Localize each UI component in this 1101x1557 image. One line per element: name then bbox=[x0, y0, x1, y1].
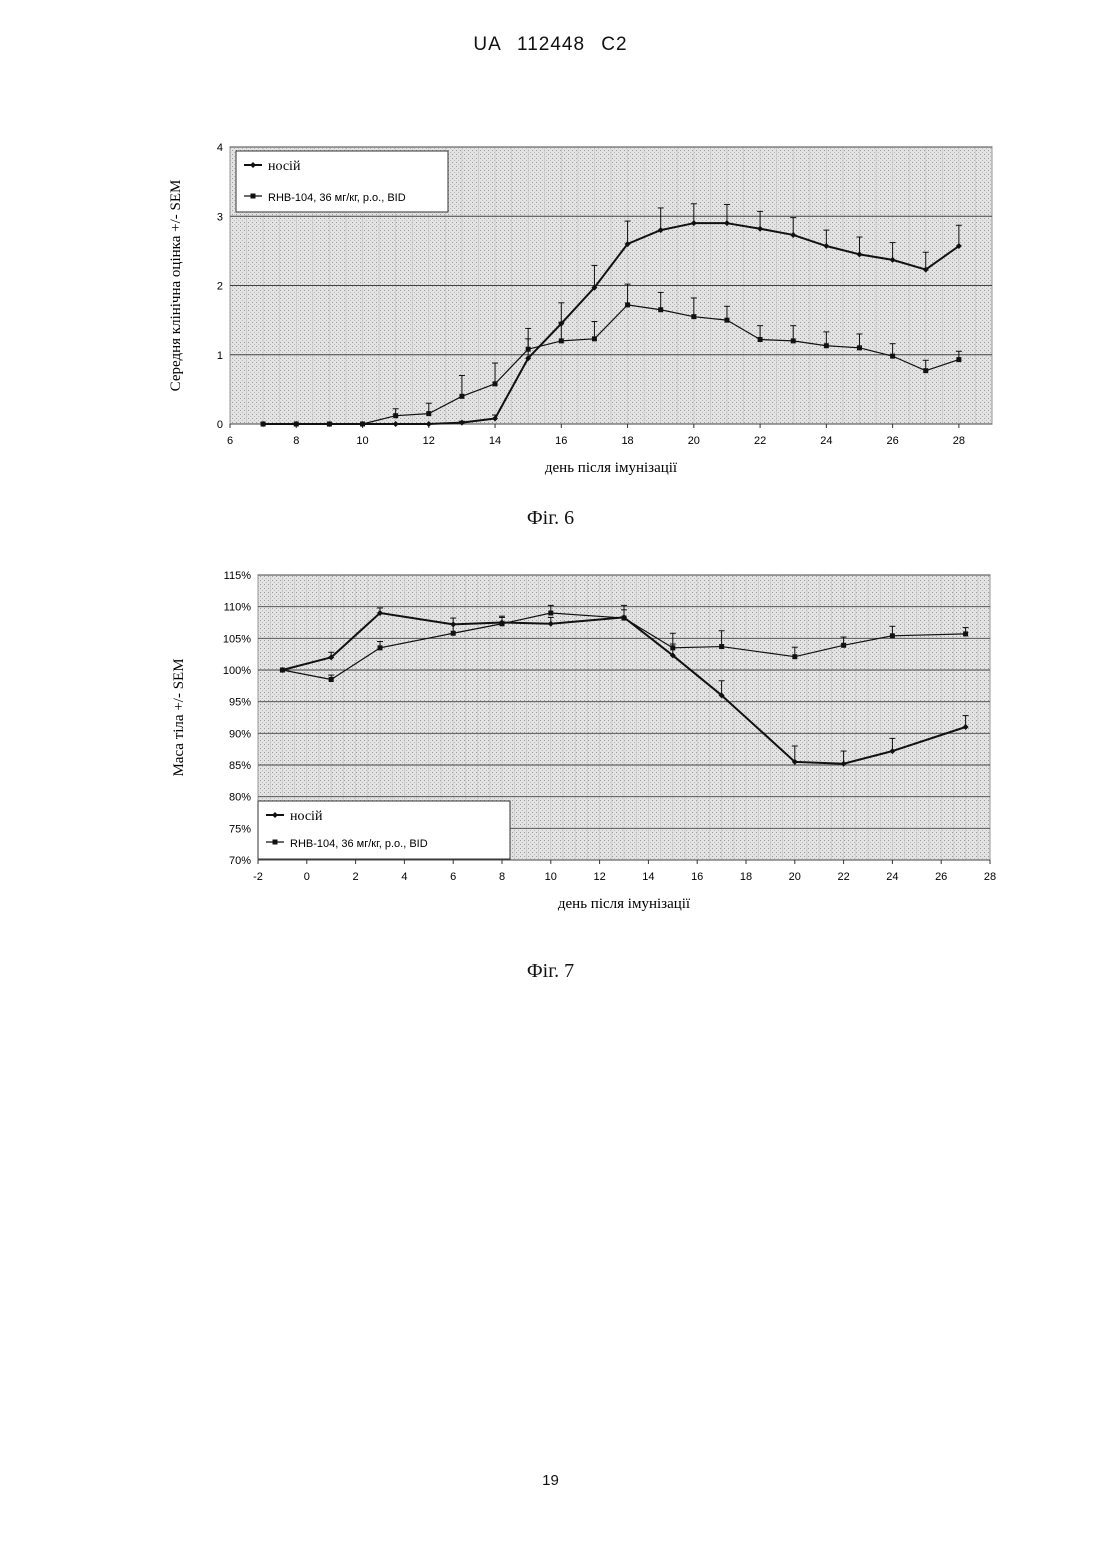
x-tick-label: 22 bbox=[754, 435, 766, 447]
data-point bbox=[261, 422, 266, 427]
data-point bbox=[500, 621, 505, 626]
data-point bbox=[451, 631, 456, 636]
x-tick-label: 20 bbox=[789, 871, 801, 883]
data-point bbox=[625, 302, 630, 307]
data-point bbox=[493, 381, 498, 386]
x-tick-label: 14 bbox=[642, 871, 654, 883]
y-tick-label: 90% bbox=[229, 728, 251, 740]
data-point bbox=[526, 347, 531, 352]
y-axis-title: Середня клінічна оцінка +/- SEM bbox=[168, 180, 184, 392]
x-tick-label: 20 bbox=[688, 435, 700, 447]
y-tick-label: 95% bbox=[229, 697, 251, 709]
y-tick-label: 2 bbox=[217, 281, 223, 293]
body-weight-chart: 70%75%80%85%90%95%100%105%110%115%-20246… bbox=[0, 560, 1101, 930]
data-point bbox=[329, 677, 334, 682]
x-tick-label: 4 bbox=[401, 871, 407, 883]
y-tick-label: 105% bbox=[223, 633, 251, 645]
legend-label: RHB-104, 36 мг/кг, p.o., BID bbox=[290, 838, 428, 850]
x-tick-label: 16 bbox=[691, 871, 703, 883]
x-tick-label: 12 bbox=[423, 435, 435, 447]
x-axis-title: день після імунізації bbox=[558, 896, 691, 912]
data-point bbox=[758, 337, 763, 342]
data-point bbox=[592, 336, 597, 341]
y-tick-label: 85% bbox=[229, 760, 251, 772]
x-tick-label: 8 bbox=[499, 871, 505, 883]
x-tick-label: 6 bbox=[227, 435, 233, 447]
x-tick-label: 16 bbox=[555, 435, 567, 447]
data-point bbox=[923, 368, 928, 373]
x-tick-label: 18 bbox=[740, 871, 752, 883]
x-tick-label: 26 bbox=[886, 435, 898, 447]
data-point bbox=[426, 411, 431, 416]
x-tick-label: 2 bbox=[353, 871, 359, 883]
legend: носій RHB-104, 36 мг/кг, p.o., BID bbox=[258, 801, 510, 859]
data-point bbox=[724, 318, 729, 323]
data-point bbox=[824, 343, 829, 348]
x-axis-title: день після імунізації bbox=[545, 460, 678, 476]
y-tick-label: 1 bbox=[217, 350, 223, 362]
y-tick-label: 110% bbox=[224, 602, 252, 614]
data-point bbox=[956, 357, 961, 362]
y-tick-label: 80% bbox=[229, 792, 251, 804]
legend-label: RHB-104, 36 мг/кг, p.o., BID bbox=[268, 192, 406, 204]
y-tick-label: 70% bbox=[229, 855, 251, 867]
data-point bbox=[559, 338, 564, 343]
clinical-score-chart: 012346810121416182022242628день після ім… bbox=[0, 130, 1101, 490]
data-point bbox=[393, 413, 398, 418]
data-point bbox=[890, 354, 895, 359]
data-point bbox=[548, 611, 553, 616]
legend-marker bbox=[251, 194, 256, 199]
patent-number-header: UA 112448 C2 bbox=[0, 34, 1101, 56]
legend-label: носій bbox=[290, 809, 323, 824]
data-point bbox=[658, 307, 663, 312]
data-point bbox=[459, 394, 464, 399]
data-point bbox=[670, 645, 675, 650]
data-point bbox=[792, 654, 797, 659]
data-point bbox=[857, 345, 862, 350]
data-point bbox=[963, 631, 968, 636]
data-point bbox=[360, 422, 365, 427]
x-tick-label: 24 bbox=[820, 435, 832, 447]
data-point bbox=[327, 422, 332, 427]
x-tick-label: 24 bbox=[886, 871, 898, 883]
x-tick-label: 22 bbox=[837, 871, 849, 883]
x-tick-label: 8 bbox=[293, 435, 299, 447]
y-tick-label: 4 bbox=[217, 142, 223, 154]
y-tick-label: 75% bbox=[229, 823, 251, 835]
x-tick-label: -2 bbox=[253, 871, 263, 883]
y-tick-label: 100% bbox=[223, 665, 251, 677]
legend-label: носій bbox=[268, 159, 301, 174]
y-tick-label: 115% bbox=[224, 570, 252, 582]
legend: носій RHB-104, 36 мг/кг, p.o., BID bbox=[236, 151, 448, 212]
data-point bbox=[294, 422, 299, 427]
y-tick-label: 0 bbox=[217, 419, 223, 431]
x-tick-label: 28 bbox=[953, 435, 965, 447]
data-point bbox=[691, 314, 696, 319]
x-tick-label: 0 bbox=[304, 871, 310, 883]
data-point bbox=[280, 668, 285, 673]
data-point bbox=[378, 645, 383, 650]
figure-6-caption: Фіг. 6 bbox=[0, 507, 1101, 530]
x-tick-label: 12 bbox=[593, 871, 605, 883]
page-number: 19 bbox=[0, 1472, 1101, 1489]
y-axis-title: Маса тіла +/- SEM bbox=[171, 658, 187, 776]
data-point bbox=[719, 644, 724, 649]
x-tick-label: 14 bbox=[489, 435, 501, 447]
x-tick-label: 28 bbox=[984, 871, 996, 883]
x-tick-label: 18 bbox=[621, 435, 633, 447]
x-tick-label: 26 bbox=[935, 871, 947, 883]
legend-marker bbox=[273, 840, 278, 845]
y-tick-label: 3 bbox=[217, 211, 223, 223]
data-point bbox=[622, 616, 627, 621]
x-tick-label: 6 bbox=[450, 871, 456, 883]
data-point bbox=[791, 338, 796, 343]
x-tick-label: 10 bbox=[545, 871, 557, 883]
data-point bbox=[841, 643, 846, 648]
x-tick-label: 10 bbox=[356, 435, 368, 447]
figure-7-caption: Фіг. 7 bbox=[0, 960, 1101, 983]
data-point bbox=[890, 633, 895, 638]
